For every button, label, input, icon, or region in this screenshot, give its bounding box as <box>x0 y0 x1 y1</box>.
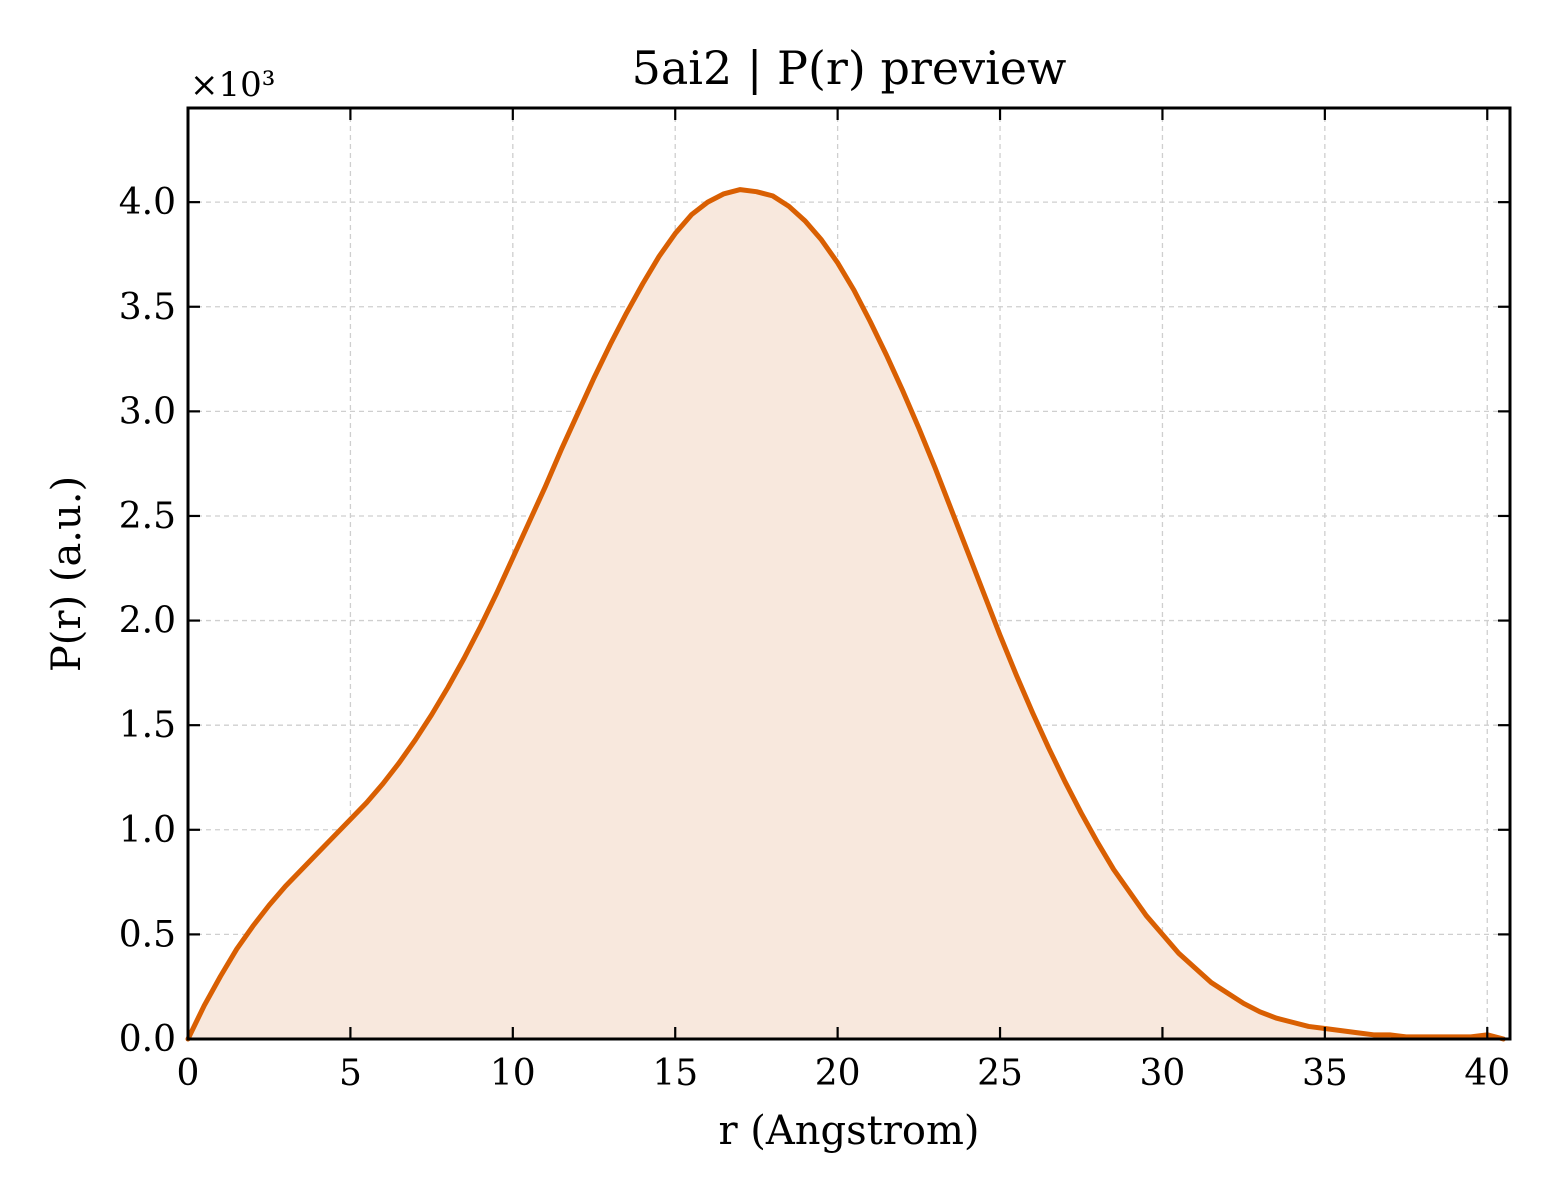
x-tick-label: 35 <box>1302 1053 1348 1094</box>
pr-area-fill <box>188 189 1504 1040</box>
x-tick-label: 5 <box>339 1053 362 1094</box>
y-tick-label: 3.5 <box>119 287 176 328</box>
y-tick-label: 3.0 <box>119 391 176 432</box>
x-tick-label: 20 <box>815 1053 861 1094</box>
x-tick-label: 15 <box>652 1053 698 1094</box>
y-tick-label: 0.0 <box>119 1019 176 1060</box>
x-tick-label: 10 <box>490 1053 536 1094</box>
y-tick-label: 2.5 <box>119 496 176 537</box>
y-tick-label: 2.0 <box>119 601 176 642</box>
pr-series-line <box>185 187 1506 1042</box>
chart-title: 5ai2 | P(r) preview <box>632 41 1067 95</box>
y-tick-label: 1.5 <box>119 705 176 746</box>
x-tick-label: 40 <box>1464 1053 1510 1094</box>
x-tick-label: 30 <box>1140 1053 1186 1094</box>
plot-frame <box>186 106 1512 1041</box>
y-axis-label: P(r) (a.u.) <box>44 476 90 672</box>
x-axis-label: r (Angstrom) <box>718 1108 979 1154</box>
y-axis-offset-label: ×10³ <box>190 65 275 105</box>
tick-layer: 0 5 10 15 20 25 30 35 40 0.0 0.5 1.0 1.5 2.0 2.5 3.0 3.5… <box>119 108 1510 1094</box>
y-tick-label: 0.5 <box>119 914 176 955</box>
x-tick-label: 0 <box>177 1053 200 1094</box>
y-tick-label: 4.0 <box>119 182 176 223</box>
x-tick-label: 25 <box>977 1053 1023 1094</box>
y-tick-label: 1.0 <box>119 810 176 851</box>
